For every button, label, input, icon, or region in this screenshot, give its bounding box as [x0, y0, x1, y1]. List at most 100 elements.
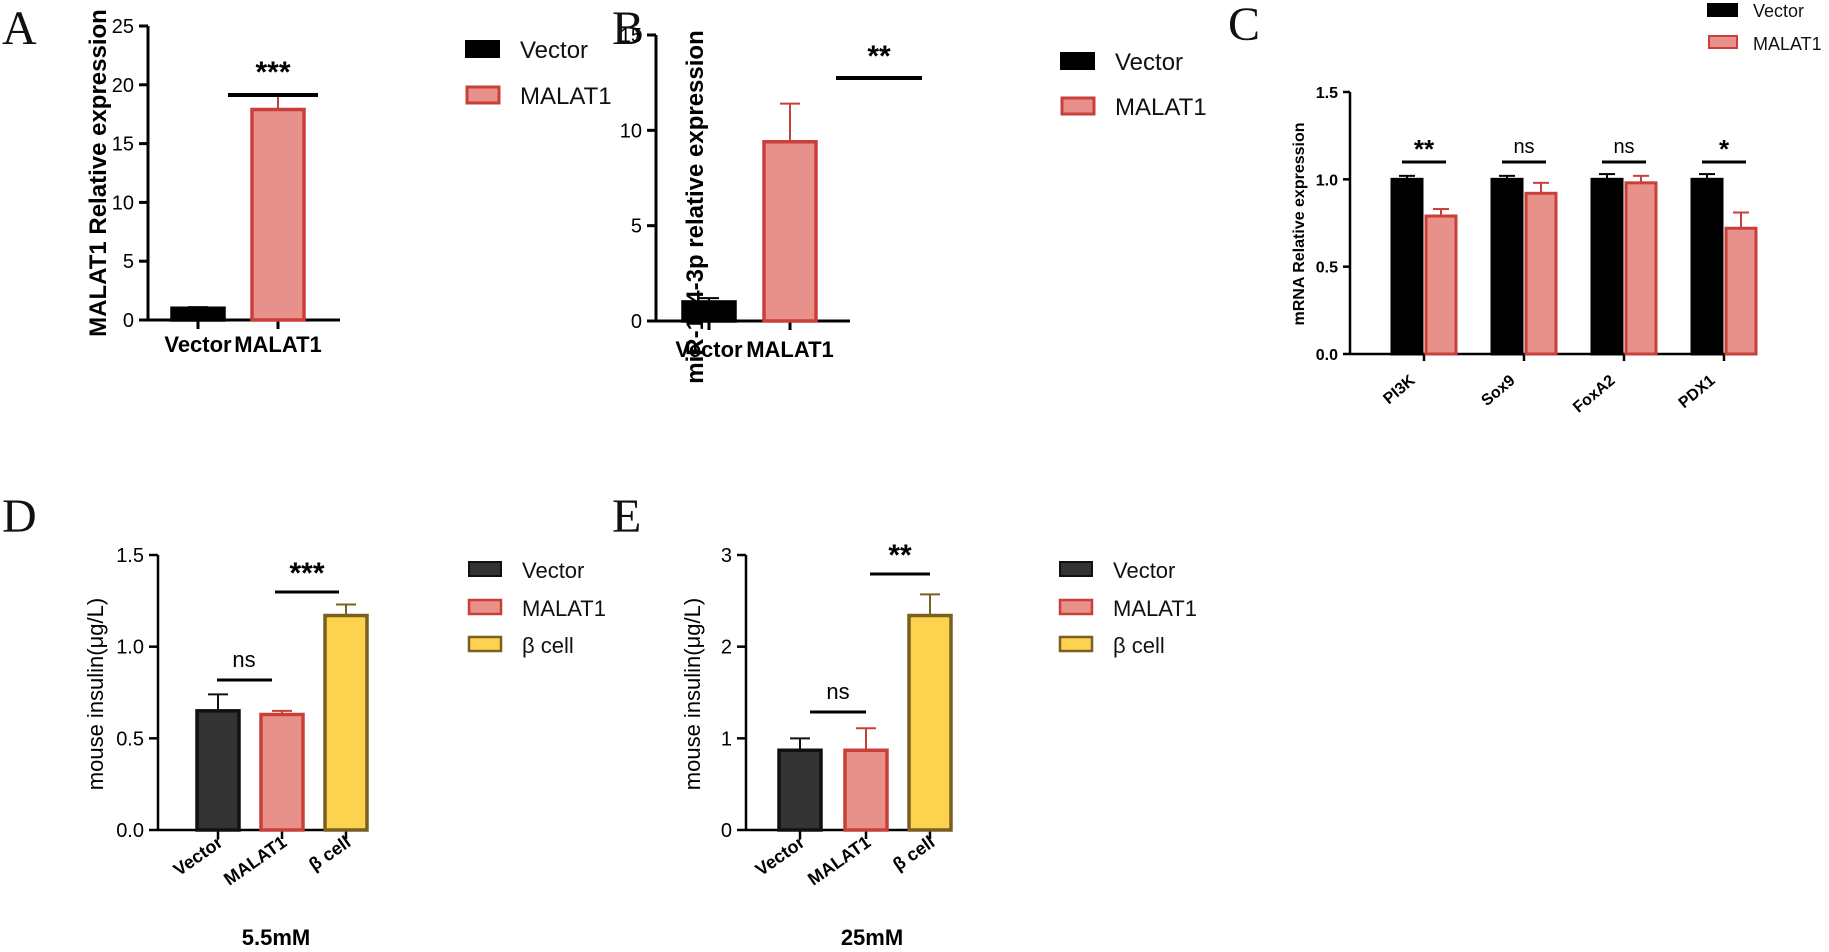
panel-a: A MALAT1 Relative expression 0 5 10 15 20 25 V…	[2, 2, 612, 357]
bar-vector	[170, 306, 226, 322]
panel-d: D mouse insulin(μg/L) 0.0 0.5 1.0 1.5 Vector…	[2, 490, 606, 950]
bar-beta-cell	[323, 613, 369, 832]
y-tick-label: 5	[631, 216, 642, 238]
bar-malat1	[1424, 214, 1458, 356]
panel-e-bars	[777, 593, 953, 832]
sig-label: ns	[1513, 136, 1534, 158]
bar-vector	[681, 300, 737, 323]
x-tick-label: FoxA2	[1570, 372, 1618, 417]
y-tick-label: 1.0	[1316, 172, 1338, 189]
y-tick-label: 5	[123, 251, 134, 273]
panel-b-bars	[681, 102, 818, 323]
bar-malat1	[259, 712, 305, 832]
legend-label-vector: Vector	[1113, 558, 1175, 583]
panel-b-axes: 0 5 10 15 Vector MALAT1	[620, 25, 850, 362]
x-tick-label: MALAT1	[804, 832, 874, 889]
panel-d-letter: D	[2, 490, 37, 543]
legend-label-beta-cell: β cell	[522, 633, 574, 658]
panel-b-ylabel: miR-124-3p relative expression	[682, 30, 709, 384]
legend-label-malat1: MALAT1	[1113, 596, 1197, 621]
panel-e-ylabel: mouse insulin(μg/L)	[680, 598, 705, 790]
y-tick-label: 15	[112, 134, 134, 156]
y-tick-label: 1	[721, 728, 732, 750]
y-tick-label: 0.5	[1316, 260, 1338, 277]
legend-swatch-vector	[1060, 52, 1095, 70]
panel-e-sig: ns **	[810, 539, 930, 714]
y-tick-label: 1.0	[116, 637, 144, 659]
panel-c-sig: ** ns ns *	[1402, 134, 1746, 164]
panel-c: C mRNA Relative expression 0.0 0.5 1.0 1.5 P…	[1228, 0, 1822, 417]
y-tick-label: 0.0	[1316, 347, 1338, 364]
panel-b-letter: B	[612, 2, 644, 55]
panel-a-bars	[170, 93, 306, 322]
panel-d-legend: Vector MALAT1 β cell	[467, 558, 606, 658]
panel-e-letter: E	[612, 490, 641, 543]
panel-a-ylabel: MALAT1 Relative expression	[85, 9, 112, 337]
x-tick-label: MALAT1	[746, 337, 834, 362]
y-tick-label: 1.5	[116, 545, 144, 567]
y-tick-label: 15	[620, 25, 642, 47]
sig-label: **	[1414, 134, 1435, 164]
panel-a-sig: ***	[228, 56, 318, 97]
panel-d-xtitle: 5.5mM	[242, 925, 310, 950]
legend-label-malat1: MALAT1	[1753, 34, 1822, 54]
legend-swatch-malat1	[465, 85, 501, 105]
legend-swatch-beta-cell	[467, 635, 503, 653]
panel-a-legend: Vector MALAT1	[465, 37, 612, 110]
panel-c-bars	[1390, 173, 1758, 356]
bar-vector	[195, 709, 241, 832]
y-tick-label: 0	[631, 311, 642, 333]
panel-a-sig-label: ***	[255, 56, 290, 89]
y-tick-label: 0	[123, 310, 134, 332]
legend-label-beta-cell: β cell	[1113, 633, 1165, 658]
panel-c-letter: C	[1228, 0, 1260, 51]
bar-malat1	[1524, 191, 1558, 356]
x-tick-label: Vector	[164, 332, 232, 357]
panel-b-sig-label: **	[867, 40, 891, 73]
sig-label: ns	[1613, 136, 1634, 158]
x-tick-label: β cell	[305, 832, 354, 875]
legend-label-malat1: MALAT1	[1115, 94, 1207, 121]
bar-malat1	[1624, 181, 1658, 356]
legend-label-vector: Vector	[520, 37, 588, 64]
x-tick-label: MALAT1	[220, 832, 290, 889]
panel-d-sig-star: ***	[289, 557, 324, 590]
panel-c-ylabel: mRNA Relative expression	[1291, 122, 1308, 325]
panel-e-sig-ns: ns	[826, 679, 849, 704]
legend-swatch-vector	[465, 40, 500, 58]
legend-swatch-beta-cell	[1058, 635, 1094, 653]
legend-label-malat1: MALAT1	[522, 596, 606, 621]
y-tick-label: 0.5	[116, 728, 144, 750]
bar-malat1	[843, 748, 889, 832]
legend-swatch-malat1	[467, 598, 503, 616]
bar-malat1	[250, 107, 306, 322]
panel-b-sig: **	[836, 40, 922, 80]
legend-label-malat1: MALAT1	[520, 83, 612, 110]
panel-d-sig-ns: ns	[232, 647, 255, 672]
bar-beta-cell	[907, 613, 953, 832]
panel-a-axes: 0 5 10 15 20 25 Vector MALAT1	[112, 16, 340, 357]
y-tick-label: 10	[620, 120, 642, 142]
x-tick-label: Vector	[675, 337, 743, 362]
y-tick-label: 20	[112, 75, 134, 97]
legend-label-vector: Vector	[522, 558, 584, 583]
y-tick-label: 0.0	[116, 820, 144, 842]
bar-vector	[1590, 177, 1624, 356]
panel-d-sig: ns ***	[217, 557, 339, 682]
y-tick-label: 3	[721, 545, 732, 567]
legend-label-vector: Vector	[1115, 49, 1183, 76]
panel-b: B miR-124-3p relative expression 0 5 10 15 V…	[612, 2, 1207, 384]
panel-b-legend: Vector MALAT1	[1060, 49, 1207, 121]
legend-swatch-vector	[468, 561, 502, 577]
y-tick-label: 0	[721, 820, 732, 842]
y-tick-label: 2	[721, 637, 732, 659]
bar-vector	[777, 748, 823, 832]
x-tick-label: PDX1	[1676, 372, 1719, 412]
legend-swatch-malat1	[1058, 598, 1094, 616]
x-tick-label: Vector	[752, 832, 809, 880]
y-tick-label: 25	[112, 16, 134, 38]
panel-e-legend: Vector MALAT1 β cell	[1058, 558, 1197, 658]
